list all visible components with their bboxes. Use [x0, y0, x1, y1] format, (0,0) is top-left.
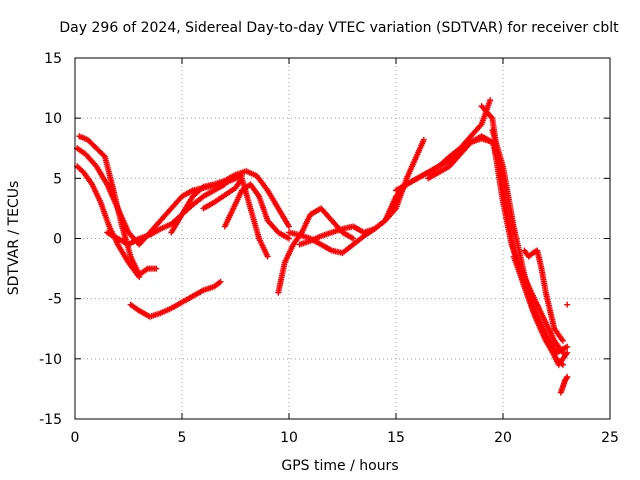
x-tick-label: 0: [71, 430, 80, 446]
data-point: [564, 301, 571, 308]
data-point: [286, 235, 292, 242]
data-point: [420, 136, 427, 143]
x-tick-label: 10: [280, 430, 298, 446]
series-track-6: [168, 168, 292, 236]
y-tick-label: 5: [53, 171, 62, 187]
data-point: [564, 373, 571, 380]
data-point: [564, 349, 571, 356]
series-track-5: [127, 278, 224, 320]
y-tick-label: -5: [48, 292, 62, 308]
data-point: [286, 223, 292, 230]
grid-lines: [75, 58, 610, 419]
data-point: [216, 279, 223, 286]
series-track-7: [200, 175, 271, 260]
data-point: [264, 253, 271, 260]
series-track-19: [521, 247, 566, 344]
x-axis-label: GPS time / hours: [281, 458, 398, 474]
data-point: [563, 375, 570, 382]
y-tick-label: 0: [53, 232, 62, 248]
series-track-18: [510, 253, 571, 368]
data-point: [559, 337, 566, 344]
series-track-14: [425, 133, 502, 182]
series-track-16: [489, 127, 571, 356]
y-tick-label: 10: [44, 111, 62, 127]
data-point: [564, 343, 571, 350]
data-point: [136, 274, 143, 281]
x-tick-label: 15: [387, 430, 405, 446]
data-point: [100, 152, 107, 159]
series-track-11: [296, 136, 427, 248]
series-track-20: [557, 373, 571, 396]
series-track-2: [76, 133, 160, 278]
x-tick-label: 5: [178, 430, 187, 446]
axis-ticks: 0 5 10 15 20 25 -15 -10 -5 0 5 10 15: [39, 51, 619, 446]
y-axis-label: SDTVAR / TECUs: [6, 181, 22, 296]
data-point: [217, 278, 224, 285]
y-tick-label: 15: [44, 51, 62, 67]
data-point: [487, 97, 494, 104]
data-point: [153, 265, 160, 272]
series-track-21: [564, 301, 571, 308]
data-point: [350, 235, 357, 242]
data-points: [74, 97, 571, 396]
y-tick-label: -15: [39, 412, 62, 428]
chart-title: Day 296 of 2024, Sidereal Day-to-day VTE…: [59, 20, 619, 36]
x-tick-label: 25: [601, 430, 619, 446]
x-tick-label: 20: [494, 430, 512, 446]
series-track-8: [221, 181, 292, 242]
y-tick-label: -10: [39, 352, 62, 368]
series-track-13: [393, 135, 496, 194]
